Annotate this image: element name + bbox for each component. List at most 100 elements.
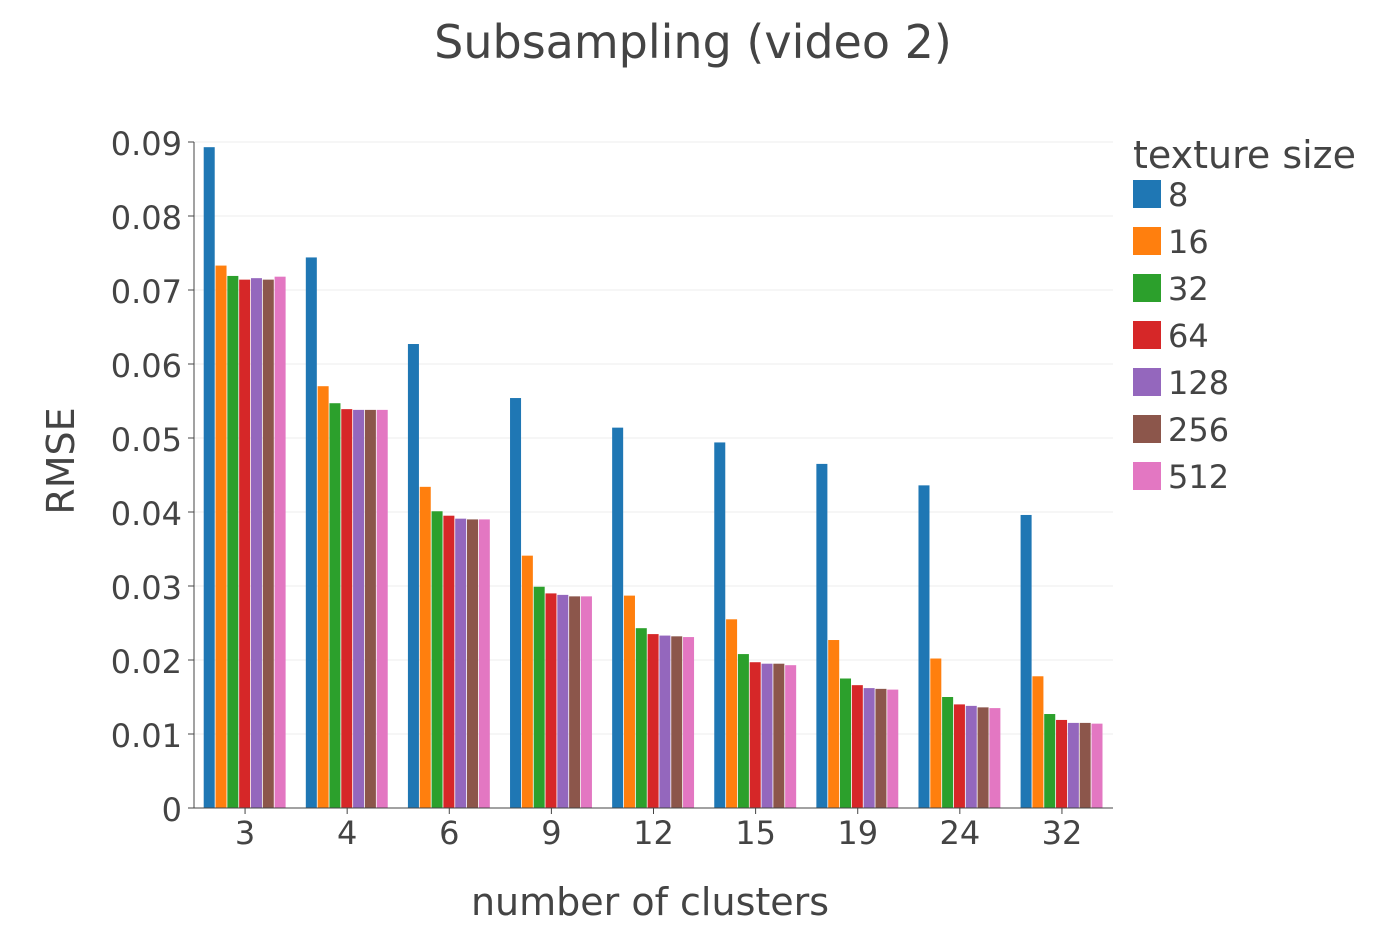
bar-15-8 (714, 442, 726, 808)
bar-12-256 (671, 636, 683, 808)
bar-15-64 (749, 662, 761, 808)
bar-32-32 (1044, 714, 1056, 808)
x-tick-label: 4 (337, 814, 357, 852)
bar-4-8 (305, 257, 317, 808)
bar-6-16 (419, 486, 431, 808)
legend-label-64: 64 (1168, 317, 1209, 355)
bar-6-128 (455, 518, 467, 808)
y-tick-label: 0.05 (111, 421, 182, 459)
x-tick-label: 12 (633, 814, 674, 852)
y-tick-label: 0.07 (111, 273, 182, 311)
bar-3-128 (250, 278, 262, 808)
x-tick-label: 19 (837, 814, 878, 852)
bar-15-512 (785, 665, 797, 808)
y-tick-label: 0.06 (111, 347, 182, 385)
bar-32-8 (1020, 514, 1032, 808)
bar-19-256 (875, 688, 887, 808)
bar-24-64 (953, 704, 965, 808)
bar-24-256 (977, 707, 989, 808)
legend-swatch-16 (1133, 227, 1161, 255)
bar-4-64 (341, 409, 353, 808)
bar-15-32 (737, 654, 749, 808)
bar-9-8 (510, 398, 522, 808)
bar-24-512 (989, 708, 1001, 808)
bar-9-128 (557, 594, 569, 808)
bar-12-64 (647, 634, 659, 808)
x-tick-label: 6 (439, 814, 459, 852)
bar-19-32 (839, 678, 852, 808)
bar-9-32 (533, 586, 545, 808)
bar-3-8 (203, 147, 215, 808)
bar-6-64 (443, 515, 455, 808)
y-tick-label: 0.02 (111, 643, 182, 681)
y-tick-label: 0.01 (111, 717, 182, 755)
bar-3-64 (239, 279, 251, 808)
bar-12-8 (612, 427, 624, 808)
legend-label-16: 16 (1168, 223, 1209, 261)
bar-3-512 (274, 276, 286, 808)
bar-24-32 (942, 697, 954, 808)
x-tick-label: 32 (1042, 814, 1083, 852)
legend-swatch-512 (1133, 462, 1161, 490)
bar-4-128 (353, 409, 365, 808)
bar-32-16 (1032, 676, 1044, 808)
legend-title: texture size (1133, 133, 1356, 177)
bar-4-32 (329, 403, 341, 808)
legend-label-32: 32 (1168, 270, 1209, 308)
bar-24-128 (965, 705, 977, 808)
bar-32-64 (1056, 719, 1068, 808)
bar-24-8 (918, 485, 930, 808)
bar-6-32 (431, 511, 443, 808)
bar-12-32 (635, 628, 647, 808)
bar-15-128 (761, 663, 773, 808)
bar-24-16 (930, 658, 942, 808)
y-tick-label: 0.08 (111, 199, 182, 237)
bar-32-128 (1067, 722, 1079, 808)
chart-title: Subsampling (video 2) (434, 15, 952, 69)
legend-swatch-128 (1133, 368, 1161, 396)
bar-19-64 (851, 685, 863, 808)
bar-9-256 (569, 596, 581, 808)
bar-9-512 (580, 596, 592, 808)
y-tick-label: 0.03 (111, 569, 182, 607)
bar-3-32 (227, 275, 239, 808)
legend-swatch-256 (1133, 415, 1161, 443)
bar-15-16 (726, 619, 738, 808)
axes: 0 0.01 0.02 0.03 0.04 0.05 0.06 0.07 0.08 0.09 3 4 6… (111, 125, 1113, 852)
legend-swatch-8 (1133, 180, 1161, 208)
bar-4-256 (364, 409, 376, 808)
bar-19-128 (863, 688, 875, 808)
legend-label-512: 512 (1168, 458, 1229, 496)
bar-19-512 (887, 689, 899, 808)
x-tick-label: 3 (235, 814, 255, 852)
bar-4-512 (376, 409, 388, 808)
bar-9-16 (521, 555, 533, 808)
x-tick-label: 24 (939, 814, 980, 852)
bar-32-256 (1079, 722, 1091, 808)
y-axis-label: RMSE (39, 407, 83, 514)
bar-6-512 (478, 519, 490, 808)
legend: texture size 8 16 32 64 128 256 512 (1133, 133, 1356, 496)
bar-12-16 (623, 595, 635, 808)
y-tick-label: 0.09 (111, 125, 182, 163)
bar-9-64 (545, 593, 557, 808)
bar-3-256 (262, 279, 274, 808)
y-tick-label: 0 (162, 791, 182, 829)
x-tick-label: 9 (541, 814, 561, 852)
legend-swatch-64 (1133, 321, 1161, 349)
bar-4-16 (317, 386, 329, 808)
bar-12-512 (683, 637, 695, 808)
bar-12-128 (659, 635, 671, 808)
bar-15-256 (773, 663, 785, 808)
legend-label-256: 256 (1168, 411, 1229, 449)
bar-19-16 (828, 640, 840, 808)
x-tick-label: 15 (735, 814, 776, 852)
bar-6-256 (467, 519, 479, 808)
bar-3-16 (215, 265, 227, 809)
bar-6-8 (407, 344, 419, 808)
x-axis-label: number of clusters (471, 880, 829, 921)
legend-label-8: 8 (1168, 176, 1188, 214)
y-tick-label: 0.04 (111, 495, 182, 533)
